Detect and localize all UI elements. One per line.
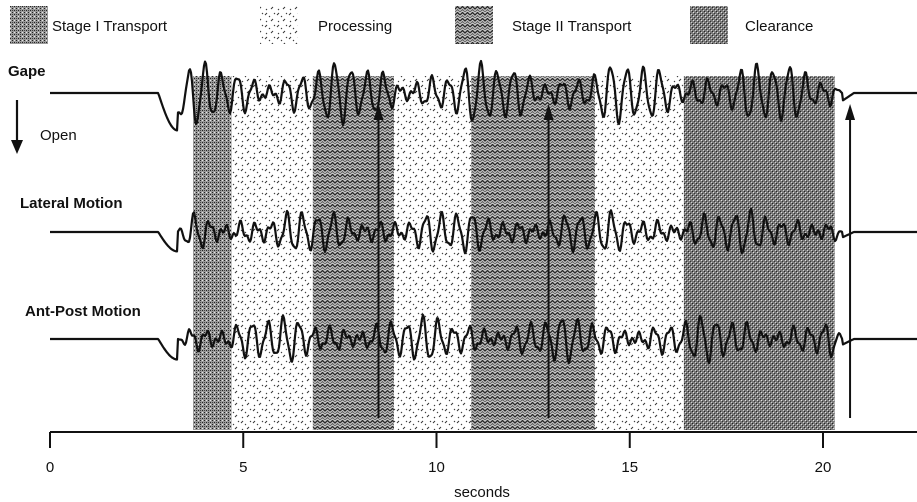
- trace-gape: [49, 59, 917, 132]
- legend-swatch-stage-ii-transport: [455, 6, 493, 44]
- x-tick-label-10: 10: [428, 459, 445, 476]
- trace-label-gape: Gape: [8, 63, 46, 80]
- legend: Stage I Transport Processing Stage II Tran…: [10, 6, 813, 44]
- x-tick-label-15: 15: [621, 459, 638, 476]
- stage-bands: [193, 76, 835, 430]
- trace-label-lateral-motion: Lateral Motion: [20, 195, 123, 212]
- legend-label-processing: Processing: [318, 18, 392, 35]
- swallow-markers: [373, 104, 856, 418]
- x-tick-label-0: 0: [46, 459, 54, 476]
- swallow-marker-arrowhead-2: [543, 104, 554, 120]
- trace-lateral-motion: [49, 207, 917, 255]
- x-tick-label-5: 5: [239, 459, 247, 476]
- x-axis-label: seconds: [454, 484, 510, 501]
- stage-band-processing-6: [594, 76, 684, 430]
- legend-label-stage-ii-transport: Stage II Transport: [512, 18, 632, 35]
- trace-labels: Gape Lateral Motion Ant-Post Motion Open: [8, 63, 141, 320]
- stage-band-clearance-7: [683, 76, 835, 430]
- legend-label-stage-i-transport: Stage I Transport: [52, 18, 168, 35]
- legend-swatch-clearance: [690, 6, 728, 44]
- swallow-marker-arrowhead-1: [373, 104, 384, 120]
- legend-swatch-stage-i-transport: [10, 6, 48, 44]
- open-direction-arrowhead: [11, 140, 23, 154]
- legend-label-clearance: Clearance: [745, 18, 813, 35]
- x-axis: 0 5 10 15 20 seconds: [46, 431, 917, 501]
- traces: [49, 59, 917, 365]
- stage-band-processing-4: [393, 76, 472, 430]
- stage-band-stage-ii-transport-5: [471, 76, 595, 430]
- open-label: Open: [40, 127, 77, 144]
- trace-label-ant-post-motion: Ant-Post Motion: [25, 303, 141, 320]
- x-tick-label-20: 20: [815, 459, 832, 476]
- trace-ant-post-motion: [49, 313, 917, 365]
- swallow-marker-arrowhead-3: [845, 104, 856, 120]
- legend-swatch-processing: [260, 6, 298, 44]
- stage-band-stage-i-transport-1: [193, 76, 232, 430]
- stage-band-stage-ii-transport-3: [312, 76, 394, 430]
- stage-band-processing-2: [231, 76, 313, 430]
